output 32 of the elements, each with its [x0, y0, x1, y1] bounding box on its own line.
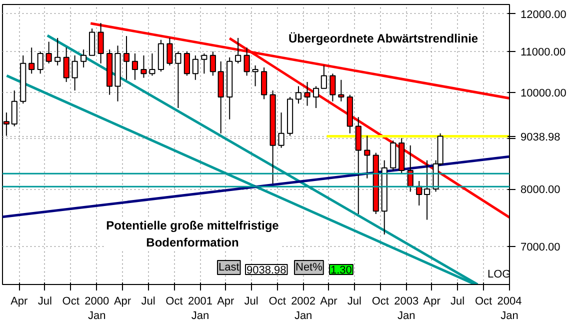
annotation: 9038.98: [246, 264, 286, 276]
annotation: Net%: [296, 262, 323, 274]
x-tick-label: 2001 Jan: [188, 296, 212, 322]
y-tick-label: 7000.00: [520, 242, 560, 254]
x-tick-label: Oct: [62, 296, 80, 308]
x-tick-label: Apr: [217, 296, 235, 308]
x-tick-label: Apr: [10, 296, 28, 308]
y-tick-label: 8000.00: [520, 184, 560, 196]
x-tick-label: Oct: [268, 296, 286, 308]
x-tick-label: 2004 Jan: [497, 296, 522, 322]
x-tick-label: Jul: [347, 296, 362, 308]
x-tick-label: Jul: [450, 296, 465, 308]
x-tick-label: Apr: [320, 296, 338, 308]
x-tick-label: 2002 Jan: [291, 296, 316, 322]
x-tick-label: Oct: [166, 296, 183, 308]
annotation: 1.30: [330, 264, 352, 276]
x-tick-label: Jul: [38, 296, 52, 308]
x-tick-label: Apr: [423, 296, 441, 308]
y-tick-label: 11000.00: [520, 46, 566, 58]
x-tick-label: Oct: [372, 296, 389, 308]
annotation: Übergeordnete Abwärtstrendlinie: [288, 32, 478, 46]
annotation: Last: [218, 262, 240, 274]
x-tick-label: Oct: [474, 296, 492, 308]
x-tick-label: Apr: [114, 296, 132, 308]
x-tick-label: 2003 Jan: [394, 296, 419, 322]
y-tick-label: 10000.00: [520, 88, 566, 100]
annotation: Potentielle große mittelfristige Bodenformation: [106, 218, 280, 250]
x-tick-label: Jul: [141, 296, 156, 308]
x-tick-label: 2000 Jan: [84, 296, 110, 322]
x-tick-label: Jul: [244, 296, 258, 308]
y-tick-label: 12000.00: [520, 8, 566, 21]
y-tick-label: 9038.98: [520, 131, 560, 144]
